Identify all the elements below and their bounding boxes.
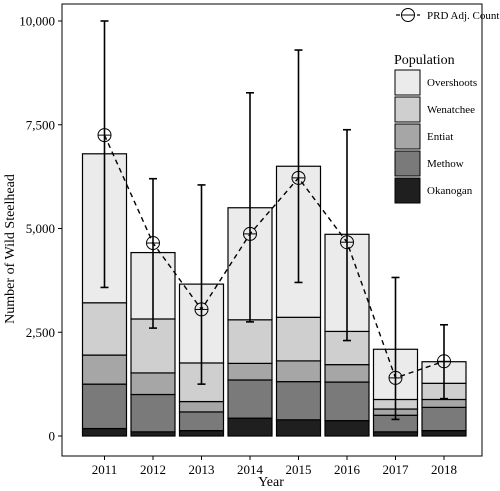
legend-label-methow: Methow: [427, 158, 464, 170]
x-tick-label-2011: 2011: [92, 462, 118, 477]
bar-segment-okanogan-2013: [178, 430, 225, 437]
axes: 0 2,500 5,000 7,500 10,000 2011 2012 2013 2014 20…: [19, 14, 457, 478]
bar-segment-okanogan-2017: [372, 431, 419, 437]
y-axis-title: Number of Wild Steelhead: [3, 174, 18, 324]
y-tick-label-0: 0: [49, 429, 56, 444]
bar-segment-methow-2012: [130, 393, 176, 433]
x-tick-label-2017: 2017: [383, 462, 410, 477]
bar-segment-okanogan-2014: [227, 417, 273, 437]
bar-segment-entiat-2012: [130, 372, 176, 396]
bar-segment-entiat-2014: [227, 362, 273, 381]
bar-segment-okanogan-2011: [81, 427, 128, 437]
bar-segment-wenatchee-2011: [81, 302, 128, 356]
bar-segment-entiat-2018: [421, 398, 467, 408]
bar-segment-okanogan-2018: [421, 430, 467, 437]
prd-adj-count-dashed-line: [103, 134, 445, 379]
legend-title: Population: [394, 53, 455, 68]
y-tick-label-10000: 10,000: [19, 14, 55, 29]
bar-segment-okanogan-2015: [275, 419, 322, 437]
legend-swatch-wenatchee: [394, 96, 421, 123]
x-tick-label-2018: 2018: [431, 462, 457, 477]
legend-swatch-okanogan: [394, 177, 421, 204]
bar-segment-methow-2014: [227, 379, 273, 419]
legend-prd-label: PRD Adj. Count: [427, 10, 499, 22]
chart-frame: [61, 3, 483, 457]
legend-swatch-methow: [394, 150, 421, 177]
x-tick-label-2012: 2012: [140, 462, 166, 477]
bar-segment-wenatchee-2015: [275, 316, 322, 362]
bar-segment-wenatchee-2014: [227, 319, 273, 364]
legend: PRD Adj. Count Population Overshoots Wenatc…: [394, 8, 499, 204]
x-tick-label-2016: 2016: [334, 462, 361, 477]
y-tick-label-5000: 5,000: [26, 221, 55, 236]
legend-label-okanogan: Okanogan: [427, 185, 473, 197]
bar-segment-methow-2016: [324, 381, 370, 422]
error-bars: [100, 20, 448, 421]
bar-segment-methow-2013: [178, 411, 225, 432]
plot-frame: [61, 3, 483, 457]
bar-segment-entiat-2013: [178, 400, 225, 413]
y-tick-label-7500: 7,500: [26, 117, 55, 132]
x-tick-label-2015: 2015: [286, 462, 312, 477]
x-tick-label-2014: 2014: [237, 462, 264, 477]
legend-label-entiat: Entiat: [427, 131, 453, 143]
bar-segment-methow-2011: [81, 383, 128, 430]
prd-adj-count-line: [97, 128, 451, 385]
bar-segment-okanogan-2016: [324, 420, 370, 437]
y-tick-label-2500: 2,500: [26, 325, 55, 340]
bar-segment-okanogan-2012: [130, 431, 176, 437]
legend-swatch-overshoots: [394, 69, 421, 96]
bar-segment-entiat-2011: [81, 354, 128, 385]
x-tick-label-2013: 2013: [189, 462, 215, 477]
bar-segment-entiat-2016: [324, 364, 370, 383]
legend-label-overshoots: Overshoots: [427, 77, 477, 89]
legend-swatch-entiat: [394, 123, 421, 150]
bar-segment-methow-2015: [275, 381, 322, 421]
legend-label-wenatchee: Wenatchee: [427, 104, 475, 116]
x-axis-title: Year: [258, 475, 284, 490]
bar-segment-methow-2018: [421, 406, 467, 432]
bar-segment-entiat-2015: [275, 360, 322, 383]
